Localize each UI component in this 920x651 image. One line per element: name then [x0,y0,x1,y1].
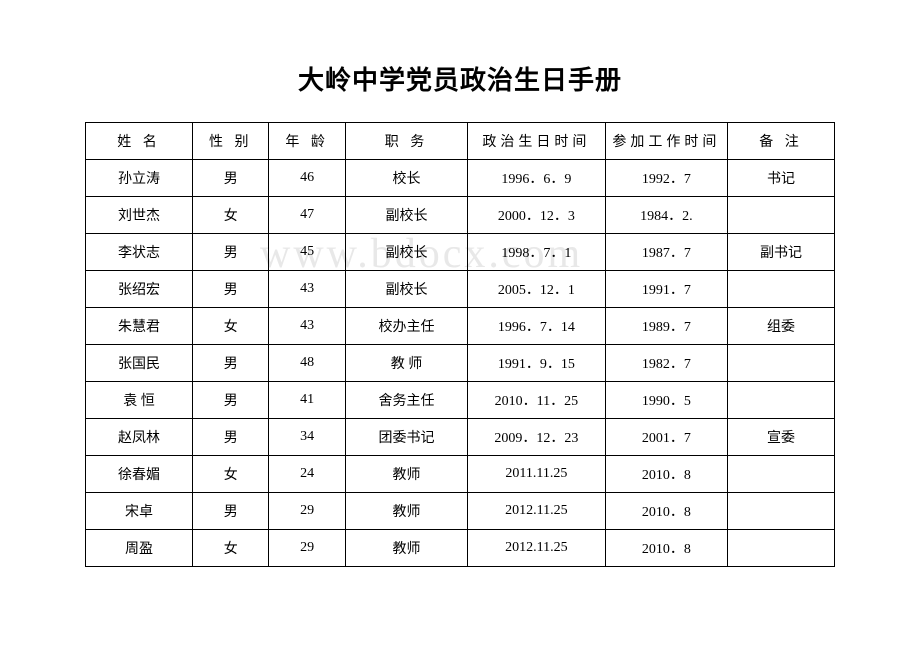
cell-age: 46 [269,160,345,197]
cell-work: 1990．5 [605,382,727,419]
cell-note: 副书记 [727,234,834,271]
cell-age: 48 [269,345,345,382]
table-body: 孙立涛男46校长1996．6．91992．7书记刘世杰女47副校长2000．12… [86,160,835,567]
cell-birthday: 2009．12．23 [468,419,606,456]
cell-gender: 女 [193,456,269,493]
cell-note [727,197,834,234]
cell-gender: 女 [193,530,269,567]
table-row: 张绍宏男43副校长2005．12．11991．7 [86,271,835,308]
cell-birthday: 1991．9．15 [468,345,606,382]
table-row: 赵凤林男34团委书记2009．12．232001．7宣委 [86,419,835,456]
cell-age: 24 [269,456,345,493]
cell-note [727,493,834,530]
table-row: 李状志男45副校长1998．7．11987．7副书记 [86,234,835,271]
header-note: 备 注 [727,123,834,160]
cell-name: 孙立涛 [86,160,193,197]
cell-note [727,271,834,308]
table-header-row: 姓 名 性 别 年 龄 职 务 政治生日时间 参加工作时间 备 注 [86,123,835,160]
cell-position: 校办主任 [345,308,467,345]
cell-name: 李状志 [86,234,193,271]
cell-position: 教 师 [345,345,467,382]
header-age: 年 龄 [269,123,345,160]
table-row: 孙立涛男46校长1996．6．91992．7书记 [86,160,835,197]
member-table: 姓 名 性 别 年 龄 职 务 政治生日时间 参加工作时间 备 注 孙立涛男46… [85,122,835,567]
cell-work: 1991．7 [605,271,727,308]
cell-birthday: 1998．7．1 [468,234,606,271]
cell-age: 45 [269,234,345,271]
table-row: 袁 恒男41舍务主任2010．11．251990．5 [86,382,835,419]
cell-age: 34 [269,419,345,456]
cell-position: 团委书记 [345,419,467,456]
cell-work: 2010．8 [605,493,727,530]
cell-birthday: 2000．12．3 [468,197,606,234]
header-gender: 性 别 [193,123,269,160]
cell-birthday: 2011.11.25 [468,456,606,493]
cell-name: 周盈 [86,530,193,567]
cell-birthday: 2012.11.25 [468,530,606,567]
table-row: 张国民男48教 师1991．9．151982．7 [86,345,835,382]
cell-work: 1982．7 [605,345,727,382]
cell-name: 徐春媚 [86,456,193,493]
cell-age: 41 [269,382,345,419]
cell-gender: 男 [193,234,269,271]
cell-position: 教师 [345,493,467,530]
header-work: 参加工作时间 [605,123,727,160]
cell-gender: 男 [193,160,269,197]
cell-gender: 男 [193,382,269,419]
header-name: 姓 名 [86,123,193,160]
cell-birthday: 2012.11.25 [468,493,606,530]
cell-position: 副校长 [345,197,467,234]
cell-position: 舍务主任 [345,382,467,419]
header-birthday: 政治生日时间 [468,123,606,160]
cell-age: 29 [269,530,345,567]
cell-name: 张绍宏 [86,271,193,308]
cell-age: 43 [269,271,345,308]
header-position: 职 务 [345,123,467,160]
cell-birthday: 2010．11．25 [468,382,606,419]
cell-age: 29 [269,493,345,530]
cell-work: 1987．7 [605,234,727,271]
cell-position: 校长 [345,160,467,197]
cell-age: 43 [269,308,345,345]
cell-name: 朱慧君 [86,308,193,345]
cell-work: 1992．7 [605,160,727,197]
cell-gender: 女 [193,197,269,234]
cell-gender: 男 [193,271,269,308]
table-row: 徐春媚女24教师2011.11.252010．8 [86,456,835,493]
table-row: 周盈女29教师2012.11.252010．8 [86,530,835,567]
table-row: 朱慧君女43校办主任1996．7．141989．7组委 [86,308,835,345]
table-row: 刘世杰女47副校长2000．12．31984．2. [86,197,835,234]
cell-position: 副校长 [345,234,467,271]
cell-work: 2010．8 [605,456,727,493]
cell-name: 袁 恒 [86,382,193,419]
cell-note: 宣委 [727,419,834,456]
cell-name: 宋卓 [86,493,193,530]
cell-birthday: 2005．12．1 [468,271,606,308]
cell-birthday: 1996．6．9 [468,160,606,197]
cell-name: 刘世杰 [86,197,193,234]
cell-work: 2010．8 [605,530,727,567]
page-title: 大岭中学党员政治生日手册 [85,60,835,97]
cell-gender: 男 [193,493,269,530]
cell-position: 副校长 [345,271,467,308]
cell-name: 张国民 [86,345,193,382]
cell-note: 组委 [727,308,834,345]
cell-note: 书记 [727,160,834,197]
cell-position: 教师 [345,530,467,567]
cell-work: 2001．7 [605,419,727,456]
cell-work: 1989．7 [605,308,727,345]
cell-note [727,345,834,382]
cell-gender: 男 [193,345,269,382]
cell-age: 47 [269,197,345,234]
cell-note [727,456,834,493]
cell-birthday: 1996．7．14 [468,308,606,345]
cell-work: 1984．2. [605,197,727,234]
table-row: 宋卓男29教师2012.11.252010．8 [86,493,835,530]
cell-gender: 男 [193,419,269,456]
cell-note [727,530,834,567]
cell-position: 教师 [345,456,467,493]
cell-note [727,382,834,419]
cell-name: 赵凤林 [86,419,193,456]
cell-gender: 女 [193,308,269,345]
